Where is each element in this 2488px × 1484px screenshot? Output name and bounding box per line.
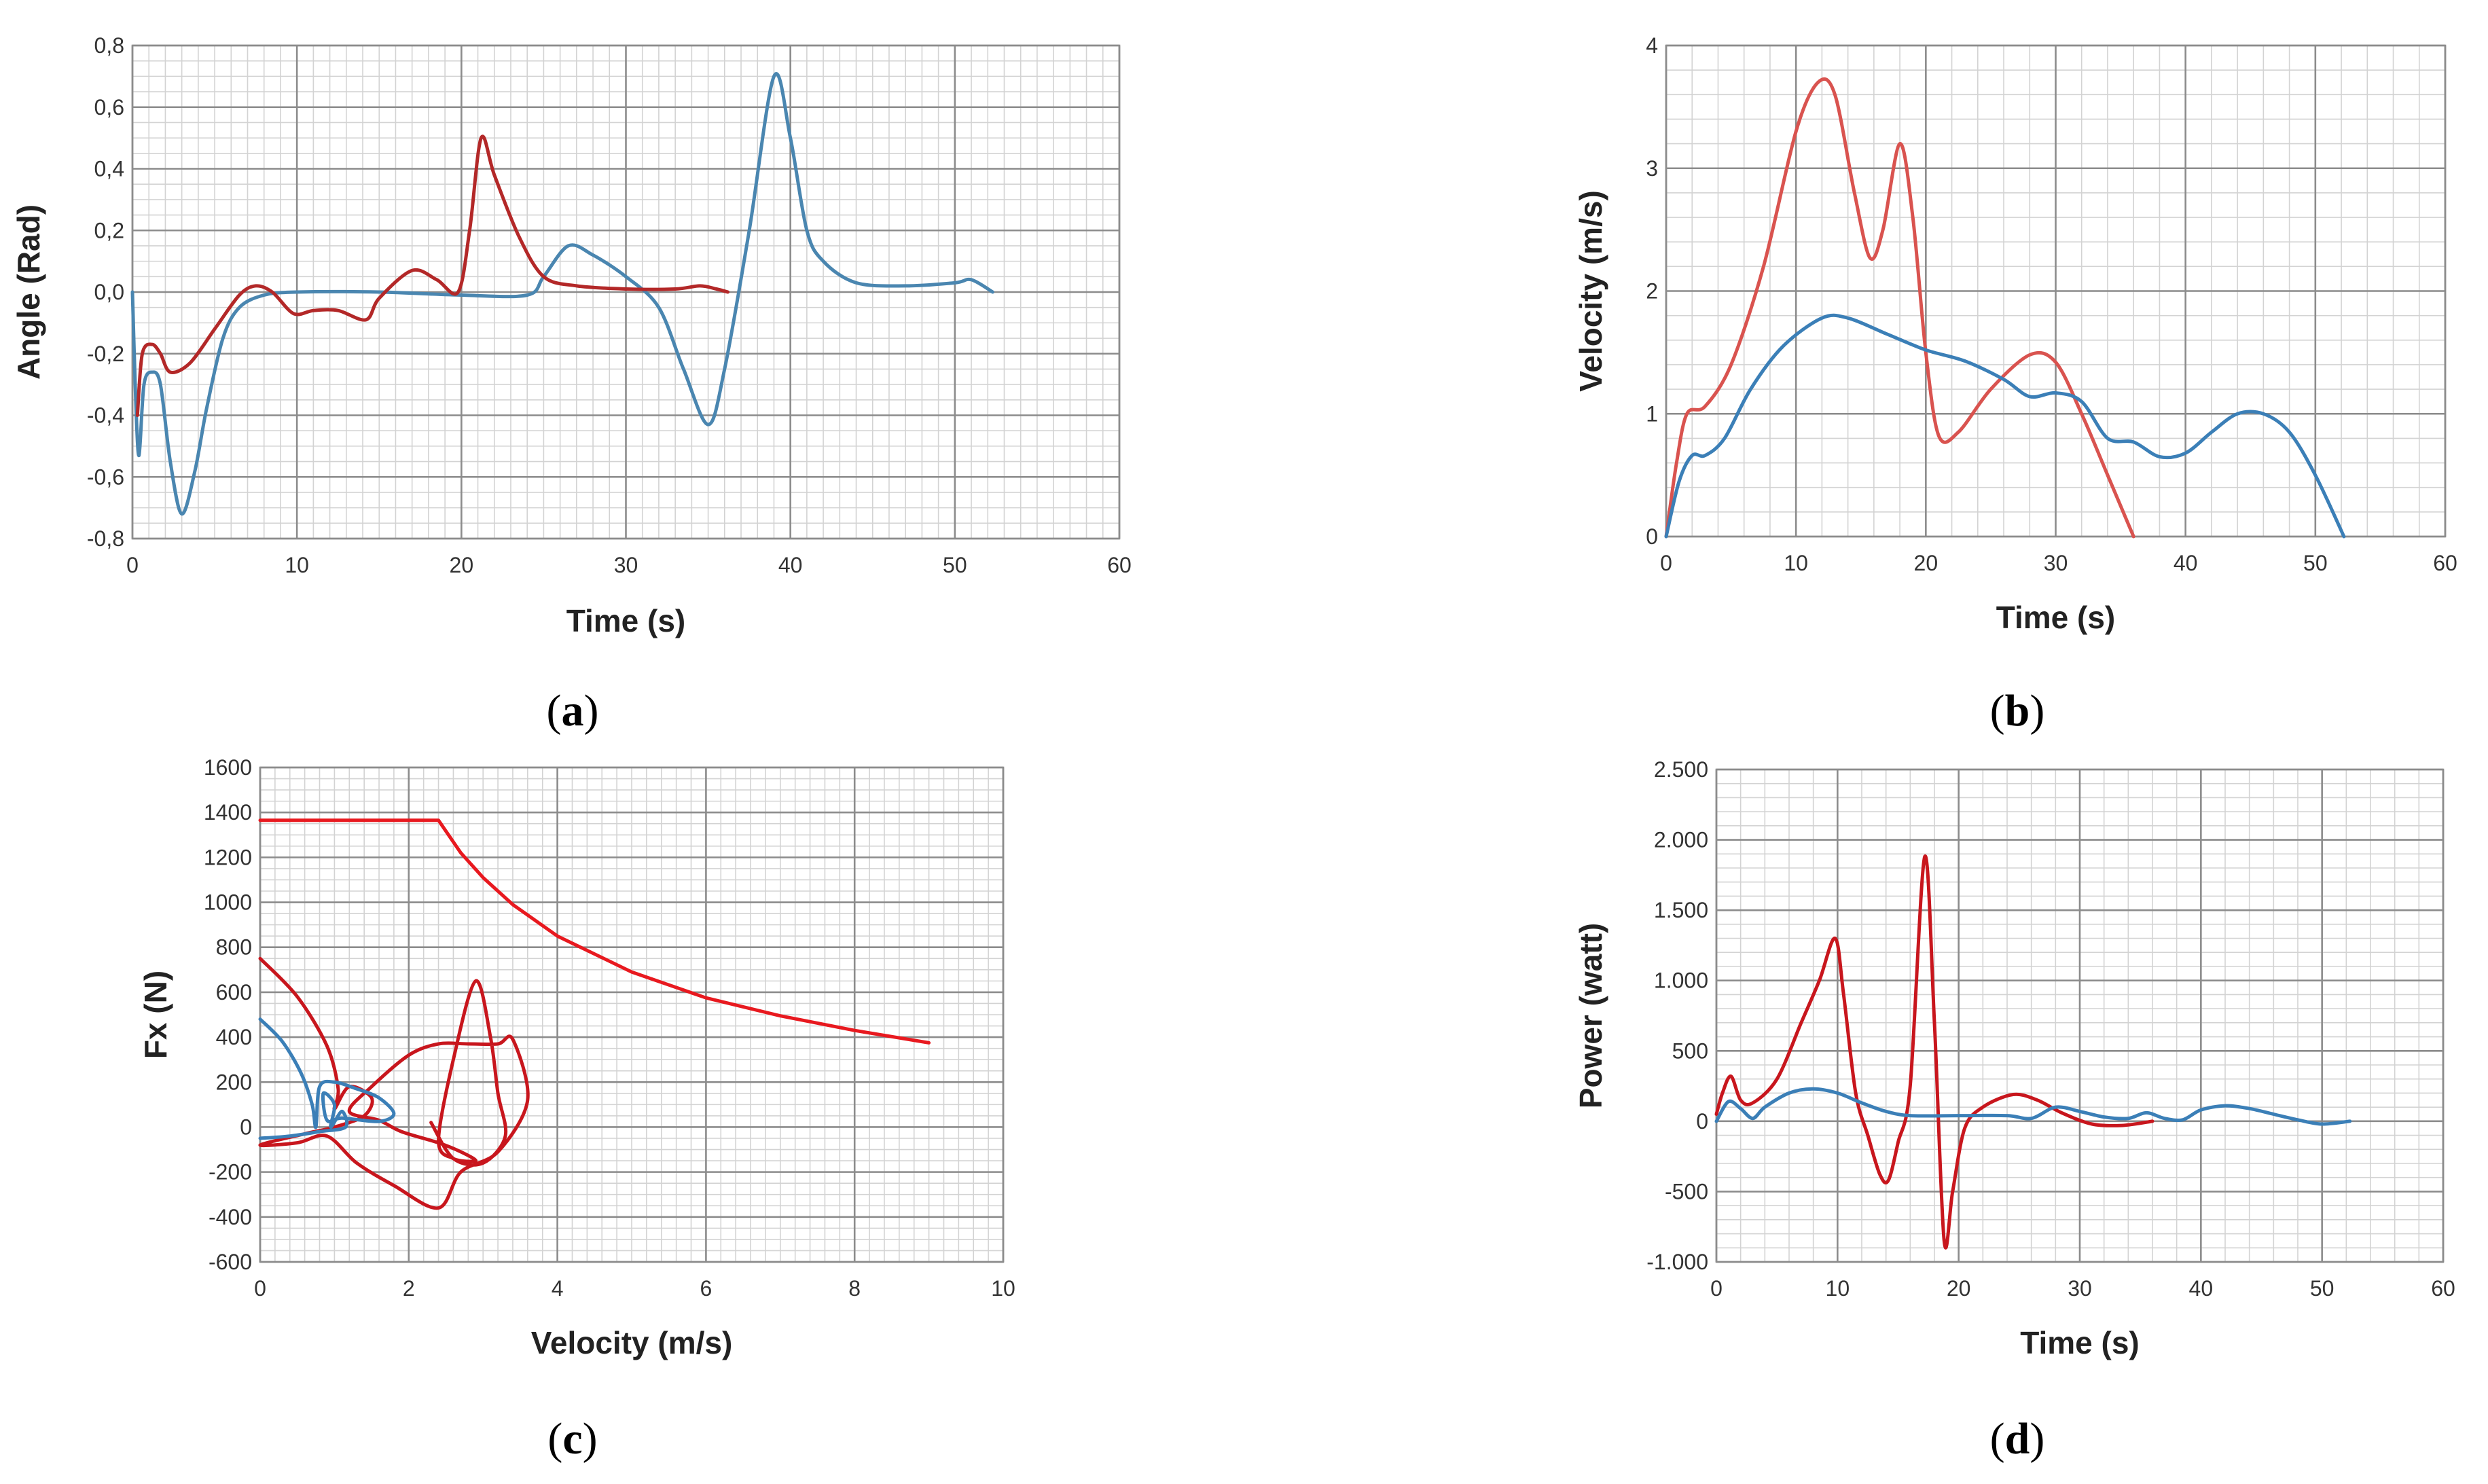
series-line-traction-limit [258, 818, 931, 1045]
y-tick-label: 0,6 [94, 95, 124, 120]
y-tick-label: 600 [216, 980, 252, 1005]
gridlines [1665, 44, 2447, 538]
x-tick-label: 10 [1784, 551, 1808, 575]
y-axis-label: Fx (N) [138, 971, 173, 1059]
panel-caption: (d) [1990, 1414, 2045, 1464]
x-tick-label: 50 [2310, 1276, 2334, 1301]
x-tick-label: 60 [1107, 553, 1132, 577]
panel-caption: (a) [547, 686, 599, 736]
gridlines [259, 766, 1005, 1263]
panel-c-force-chart: 0 2 4 6 8 10 -600 -400 -200 0 200 400 600 800 1000 1200… [138, 755, 1015, 1464]
y-tick-label: 1400 [204, 800, 252, 825]
y-tick-label: 0,2 [94, 218, 124, 242]
x-tick-label: 20 [1914, 551, 1939, 575]
x-tick-label: 60 [2431, 1276, 2455, 1301]
y-tick-label: 0 [1646, 524, 1658, 549]
x-tick-label: 40 [2189, 1276, 2214, 1301]
x-tick-label: 0 [1660, 551, 1672, 575]
panel-caption: (b) [1990, 686, 2045, 736]
series-line-blue [130, 72, 994, 516]
series-line-red [135, 134, 730, 417]
y-tick-label: -0,6 [87, 465, 124, 489]
x-tick-label: 6 [700, 1276, 713, 1301]
y-tick-label: -0,8 [87, 526, 124, 551]
panel-caption: (c) [547, 1414, 597, 1464]
x-tick-label: 20 [450, 553, 474, 577]
gridlines [1715, 768, 2445, 1263]
y-tick-label: -0,4 [87, 403, 124, 428]
series-line-red-loops [258, 956, 530, 1210]
panel-a-angle-chart: 0 10 20 30 40 50 60 -0,8 -0,6 -0,4 -0,2 0,0 0,2 0,4 0,… [11, 33, 1132, 736]
x-tick-label: 50 [943, 553, 967, 577]
series-line-blue-loops [258, 1017, 396, 1140]
y-tick-label: 0 [1696, 1109, 1708, 1134]
x-tick-label: 60 [2433, 551, 2457, 575]
y-tick-label: 0 [240, 1115, 252, 1139]
x-axis-label: Velocity (m/s) [531, 1325, 733, 1360]
plot-frame [259, 766, 1005, 1263]
x-tick-label: 0 [254, 1276, 266, 1301]
x-axis-label: Time (s) [566, 603, 686, 638]
y-tick-label: 0,4 [94, 157, 124, 181]
y-tick-label: 800 [216, 935, 252, 960]
y-tick-label: -0,2 [87, 342, 124, 366]
plot-frame [1665, 44, 2447, 538]
x-tick-label: 10 [285, 553, 309, 577]
panel-b-velocity-chart: 0 10 20 30 40 50 60 0 1 2 3 4 Time (s) Velocity (m/s)… [1573, 33, 2457, 736]
y-tick-label: 1 [1646, 401, 1658, 426]
y-tick-label: 500 [1672, 1038, 1708, 1063]
x-tick-label: 4 [552, 1276, 564, 1301]
y-tick-label: 0,8 [94, 33, 124, 58]
x-tick-label: 20 [1947, 1276, 1971, 1301]
y-tick-label: 2 [1646, 279, 1658, 304]
x-tick-label: 40 [778, 553, 803, 577]
x-tick-label: 2 [403, 1276, 415, 1301]
y-tick-label: -1.000 [1646, 1250, 1708, 1274]
plot-frame [1715, 768, 2445, 1263]
y-tick-label: 0,0 [94, 280, 124, 304]
x-axis-label: Time (s) [2020, 1325, 2140, 1360]
y-axis-label: Angle (Rad) [11, 204, 46, 380]
x-tick-label: 0 [1710, 1276, 1723, 1301]
x-tick-label: 30 [2068, 1276, 2092, 1301]
y-tick-label: 4 [1646, 33, 1658, 58]
y-tick-label: 200 [216, 1070, 252, 1094]
series-line-red [1664, 77, 2135, 539]
y-axis-label: Power (watt) [1573, 923, 1608, 1108]
y-tick-label: 2.000 [1654, 828, 1708, 852]
x-tick-label: 8 [848, 1276, 861, 1301]
series-line-blue [1714, 1087, 2352, 1126]
y-tick-label: 1.500 [1654, 898, 1708, 922]
x-tick-label: 50 [2303, 551, 2328, 575]
x-tick-label: 30 [614, 553, 638, 577]
x-tick-label: 10 [1826, 1276, 1850, 1301]
y-tick-label: -500 [1665, 1179, 1708, 1204]
y-axis-label: Velocity (m/s) [1573, 190, 1608, 392]
y-tick-label: 3 [1646, 156, 1658, 181]
y-tick-label: 400 [216, 1025, 252, 1049]
x-tick-label: 10 [991, 1276, 1015, 1301]
y-tick-label: -400 [209, 1205, 252, 1229]
series-line-red [1714, 854, 2155, 1250]
series-line-blue [1664, 313, 2346, 539]
y-tick-label: -600 [209, 1250, 252, 1274]
x-tick-label: 0 [126, 553, 139, 577]
y-tick-label: 2.500 [1654, 757, 1708, 782]
y-tick-label: 1600 [204, 755, 252, 780]
x-axis-label: Time (s) [1996, 600, 2116, 635]
y-tick-label: -200 [209, 1160, 252, 1184]
y-tick-label: 1200 [204, 845, 252, 869]
x-tick-label: 40 [2174, 551, 2198, 575]
panel-d-power-chart: 0 10 20 30 40 50 60 -1.000 -500 0 500 1.000 1.500 2.0… [1573, 757, 2455, 1464]
x-tick-label: 30 [2044, 551, 2068, 575]
y-tick-label: 1.000 [1654, 969, 1708, 993]
y-tick-label: 1000 [204, 890, 252, 915]
